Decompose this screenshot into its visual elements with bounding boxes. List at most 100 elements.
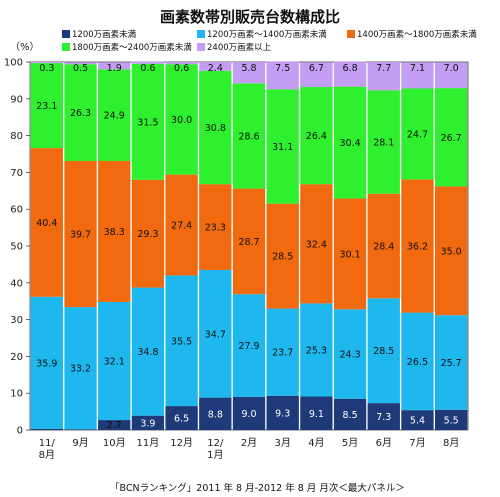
data-label: 6.8 [343,63,358,74]
source-note: 「BCNランキング」2011 年 8 月-2012 年 8 月 月次＜最大パネル… [110,483,405,494]
data-label: 25.7 [441,358,462,369]
y-axis-unit-label: （%） [10,42,40,53]
y-tick-label: 30 [10,315,23,326]
legend-swatch [62,43,70,51]
x-tick-label: 3月 [275,437,291,449]
data-label: 40.4 [36,218,57,229]
bar-segment [30,63,64,149]
x-tick-label: 8月 [443,437,459,449]
legend-item: 1400万画素～1800万画素未満 [347,28,477,40]
bar-segment [333,61,367,87]
data-label: 6.7 [309,63,324,74]
data-label: 3.9 [140,418,155,429]
legend-swatch [197,30,205,38]
bar-segment [266,61,299,90]
chart-title: 画素数帯別販売台数構成比 [159,8,340,26]
legend-item: 1800万画素～2400万画素未満 [62,41,192,53]
bar-segment [266,203,299,309]
bar-segment [98,301,131,421]
bar-segment [266,89,299,204]
data-label: 32.4 [306,239,327,250]
bar-segment [165,64,198,175]
bar-segment [300,303,333,397]
data-label: 32.1 [104,357,125,368]
bar-segment [30,62,64,64]
x-tick-label: 9月 [72,437,88,449]
bar-segment [434,186,468,316]
data-label: 5.8 [241,63,256,74]
y-tick-label: 100 [4,58,23,69]
x-tick-label: 10月 [103,437,126,449]
bar-segment [367,403,400,430]
data-label: 8.8 [208,409,223,420]
bar-segment [333,309,367,399]
bar-segment [199,70,232,185]
bar-segment [131,415,165,430]
data-label: 30.4 [339,138,360,149]
bar-segment [165,174,198,276]
data-label: 23.7 [272,348,293,359]
data-label: 28.7 [238,237,259,248]
data-label: 29.3 [137,229,158,240]
data-label: 28.4 [373,242,394,253]
data-label: 7.5 [275,63,290,74]
bar-segment [199,397,232,430]
x-tick-label: 12月 [170,437,193,449]
data-label: 0.6 [174,63,189,74]
bar-segment [98,69,131,161]
data-label: 7.1 [410,63,425,74]
bar-segment [401,179,434,313]
bar-segment [333,398,367,430]
data-label: 23.1 [36,101,57,112]
bar-segment [232,83,266,189]
y-tick-label: 10 [10,389,23,400]
bar-segment [367,90,400,194]
data-label: 35.0 [441,246,462,257]
data-label: 7.3 [376,412,391,423]
data-label: 33.2 [70,364,91,375]
bar-segment [199,62,232,71]
bar-segment [401,410,434,430]
data-label: 23.3 [205,223,226,234]
data-label: 31.5 [137,117,158,128]
data-label: 30.8 [205,123,226,134]
legend-label: 2400万画素以上 [207,43,272,53]
data-label: 26.4 [306,131,327,142]
x-tick-label: 5月 [342,437,358,449]
bar-segment [131,287,165,416]
y-tick-label: 60 [10,205,23,216]
y-tick-label: 80 [10,131,23,142]
x-tick-label: 12/ [207,438,224,449]
bar-segment [64,307,97,430]
bar-segment [199,184,232,270]
data-label: 26.5 [407,357,428,368]
bar-segment [232,62,266,84]
bar-segment [333,86,367,199]
legend-item: 1200万画素未満 [62,28,136,40]
data-label: 28.1 [373,138,394,149]
bar-segment [165,62,198,65]
data-label: 36.2 [407,242,428,253]
data-label: 28.5 [272,252,293,263]
bar-segment [434,315,468,410]
bar-segment [98,160,131,302]
bar-segment [30,296,64,429]
legend-swatch [62,30,70,38]
data-label: 28.5 [373,346,394,357]
data-label: 39.7 [70,230,91,241]
legend-swatch [197,43,205,51]
x-tick-label: 6月 [376,437,392,449]
bar-segment [64,64,97,161]
bar-segment [434,88,468,187]
x-tick-label: 11/ [39,438,56,449]
bar-segment [300,87,333,185]
y-tick-label: 70 [10,168,23,179]
data-label: 0.6 [140,63,155,74]
data-label: 8.5 [343,410,358,421]
data-label: 24.7 [407,129,428,140]
bar-segment [434,62,468,89]
y-tick-label: 20 [10,352,23,363]
bar-segment [367,298,400,404]
data-label: 0.3 [39,63,54,74]
